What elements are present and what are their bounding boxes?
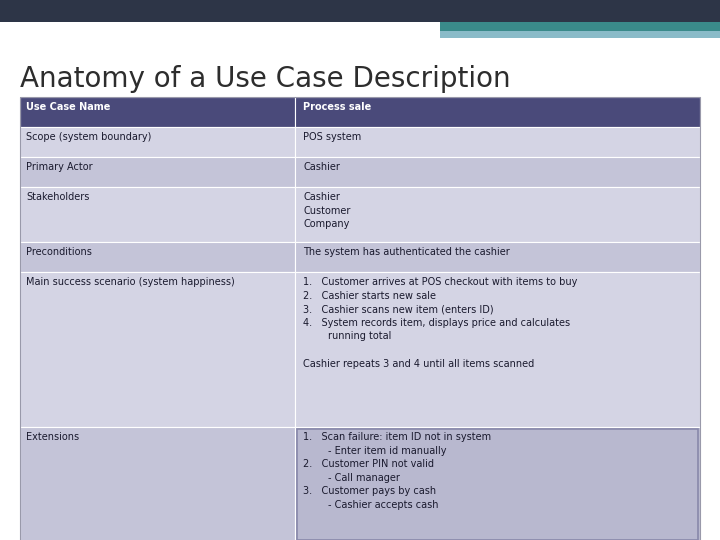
Text: Use Case Name: Use Case Name [26, 102, 110, 112]
Text: Anatomy of a Use Case Description: Anatomy of a Use Case Description [20, 65, 510, 93]
Text: Extensions: Extensions [26, 432, 79, 442]
Text: Cashier
Customer
Company: Cashier Customer Company [303, 192, 351, 229]
Bar [20, 127, 295, 157]
Bar [295, 272, 700, 427]
Bar [20, 242, 295, 272]
Text: Main success scenario (system happiness): Main success scenario (system happiness) [26, 277, 235, 287]
Bar [20, 427, 295, 540]
Bar [20, 187, 295, 242]
Bar [295, 427, 700, 540]
Text: Preconditions: Preconditions [26, 247, 92, 257]
Bar [295, 187, 700, 242]
Text: Scope (system boundary): Scope (system boundary) [26, 132, 151, 142]
Bar [295, 157, 700, 187]
Text: Cashier: Cashier [303, 162, 341, 172]
Text: The system has authenticated the cashier: The system has authenticated the cashier [303, 247, 510, 257]
Text: POS system: POS system [303, 132, 361, 142]
Bar [295, 97, 700, 127]
Bar [295, 242, 700, 272]
Bar [440, 22, 720, 31]
Bar [20, 157, 295, 187]
Text: 1.   Scan failure: item ID not in system
        - Enter item id manually
2.   C: 1. Scan failure: item ID not in system -… [303, 432, 492, 510]
Bar [440, 31, 720, 38]
Bar [20, 97, 295, 127]
Text: Stakeholders: Stakeholders [26, 192, 89, 202]
Text: 1.   Customer arrives at POS checkout with items to buy
2.   Cashier starts new : 1. Customer arrives at POS checkout with… [303, 277, 577, 369]
Bar [20, 272, 295, 427]
Bar [295, 127, 700, 157]
Text: Primary Actor: Primary Actor [26, 162, 93, 172]
Bar [297, 429, 698, 540]
Bar [20, 97, 700, 540]
Text: Process sale: Process sale [303, 102, 372, 112]
Bar [0, 0, 720, 22]
